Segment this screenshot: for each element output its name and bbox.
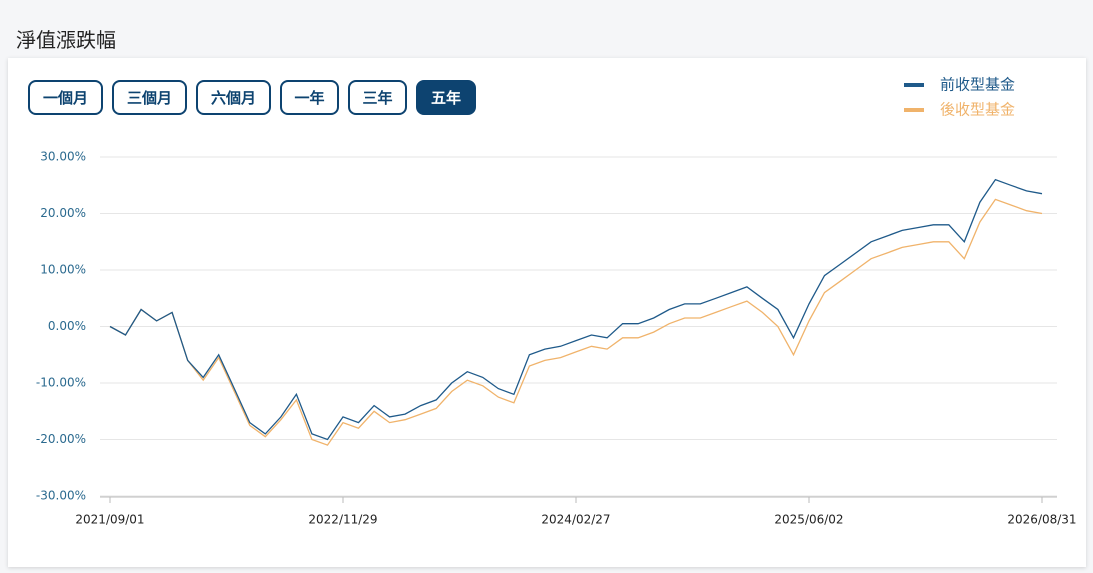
x-tick-label: 2025/06/02 (774, 513, 843, 527)
y-tick-label: -10.00% (36, 376, 86, 390)
y-tick-label: 20.00% (40, 206, 86, 220)
y-tick-label: 10.00% (40, 263, 86, 277)
chart-card (8, 58, 1086, 567)
y-tick-label: 0.00% (48, 319, 86, 333)
y-tick-label: -20.00% (36, 432, 86, 446)
series-line (109, 198, 1043, 446)
x-tick-label: 2026/08/31 (1007, 513, 1076, 527)
x-tick-label: 2022/11/29 (308, 513, 377, 527)
legend-label: 前收型基金 (940, 76, 1015, 94)
page-title: 淨值漲跌幅 (16, 28, 116, 52)
x-tick-label: 2021/09/01 (75, 513, 144, 527)
y-tick-label: 30.00% (40, 150, 86, 164)
range-button[interactable]: 三年 (348, 80, 407, 115)
range-button[interactable]: 五年 (416, 80, 476, 115)
series-line (109, 178, 1043, 441)
range-button[interactable]: 六個月 (196, 80, 271, 115)
range-button[interactable]: 一個月 (28, 80, 103, 115)
y-tick-label: -30.00% (36, 489, 86, 503)
range-button[interactable]: 三個月 (112, 80, 187, 115)
range-button[interactable]: 一年 (280, 80, 339, 115)
x-tick-label: 2024/02/27 (541, 513, 610, 527)
legend-label: 後收型基金 (940, 101, 1015, 119)
